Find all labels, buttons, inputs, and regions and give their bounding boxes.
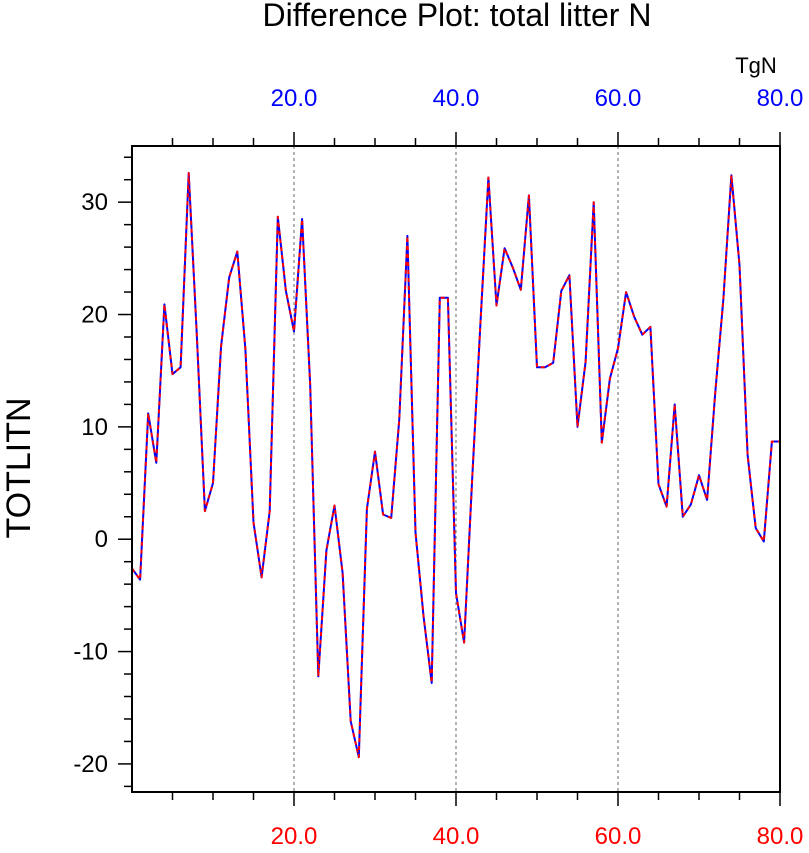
series-lines [131,172,780,759]
series-line-dashed [131,172,780,759]
x-tick-label-bottom: 60.0 [595,823,642,850]
x-tick-label-top: 80.0 [757,85,804,112]
tick-labels: 20.0 20.0 40.0 40.0 60.0 60.0 80.0 80.0 -20 -10 0 1… [73,85,803,850]
y-tick-label: 30 [81,189,108,216]
x-tick-label-top: 20.0 [271,85,318,112]
x-tick-label-bottom: 20.0 [271,823,318,850]
y-tick-label: -10 [73,639,108,666]
y-tick-label: 20 [81,302,108,329]
y-tick-label: -20 [73,751,108,778]
top-axis-unit-label: TgN [735,53,777,78]
grid-lines [293,146,619,792]
x-tick-label-top: 60.0 [595,85,642,112]
x-tick-label-bottom: 80.0 [757,823,804,850]
y-tick-label: 10 [81,414,108,441]
x-tick-label-bottom: 40.0 [433,823,480,850]
axis-ticks [118,132,781,806]
y-tick-label: 0 [95,526,108,553]
x-tick-label-top: 40.0 [433,85,480,112]
y-axis-label: TOTLITN [0,397,38,538]
plot-frame [131,145,781,793]
chart-title: Difference Plot: total litter N [263,0,652,33]
